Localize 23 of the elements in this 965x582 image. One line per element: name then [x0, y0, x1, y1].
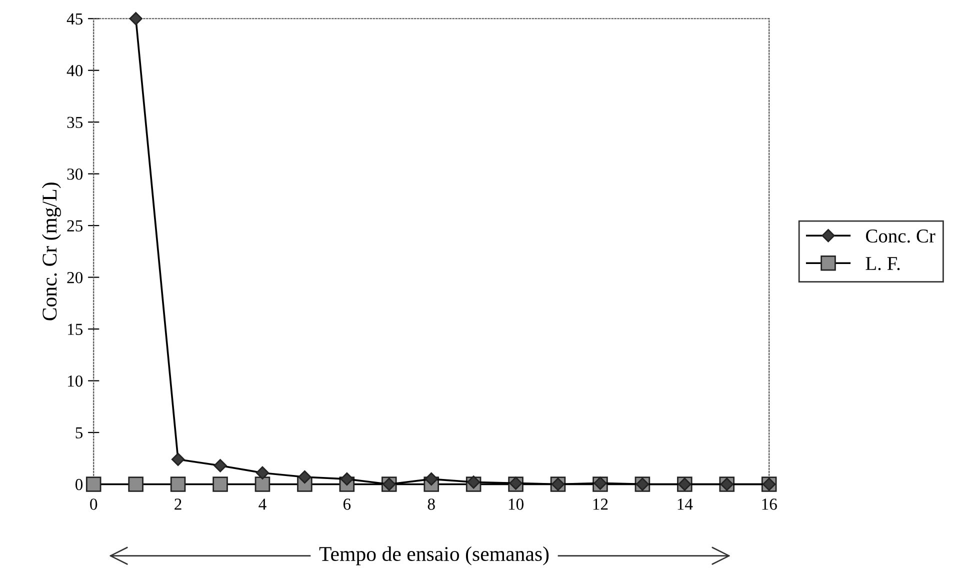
- y-tick-label: 30: [67, 168, 83, 180]
- y-tick-label: 5: [76, 427, 83, 438]
- x-tick-label: 8: [428, 498, 435, 510]
- x-tick-label: 0: [90, 498, 98, 510]
- y-tick-label: 45: [66, 13, 83, 25]
- x-axis-title: Tempo de ensaio (semanas): [319, 546, 549, 566]
- x-tick-label: 14: [678, 498, 693, 510]
- y-tick-label: 35: [67, 116, 83, 128]
- y-tick-label: 10: [68, 375, 83, 387]
- y-tick-label: 25: [67, 220, 83, 232]
- x-tick-label: 6: [343, 498, 351, 510]
- x-tick-label: 2: [174, 498, 182, 510]
- legend-label: L. F.: [866, 257, 900, 270]
- y-tick-label: 20: [67, 272, 83, 284]
- x-tick-label: 4: [258, 498, 266, 510]
- y-tick-label: 0: [75, 478, 83, 490]
- x-tick-label: 10: [508, 498, 524, 510]
- y-axis-title: Conc. Cr (mg/L): [42, 182, 61, 320]
- y-tick-label: 15: [68, 324, 83, 335]
- legend-label: Conc. Cr: [866, 230, 936, 243]
- y-tick-label: 40: [66, 65, 83, 76]
- x-tick-label: 16: [762, 498, 777, 510]
- x-tick-label: 12: [593, 498, 608, 510]
